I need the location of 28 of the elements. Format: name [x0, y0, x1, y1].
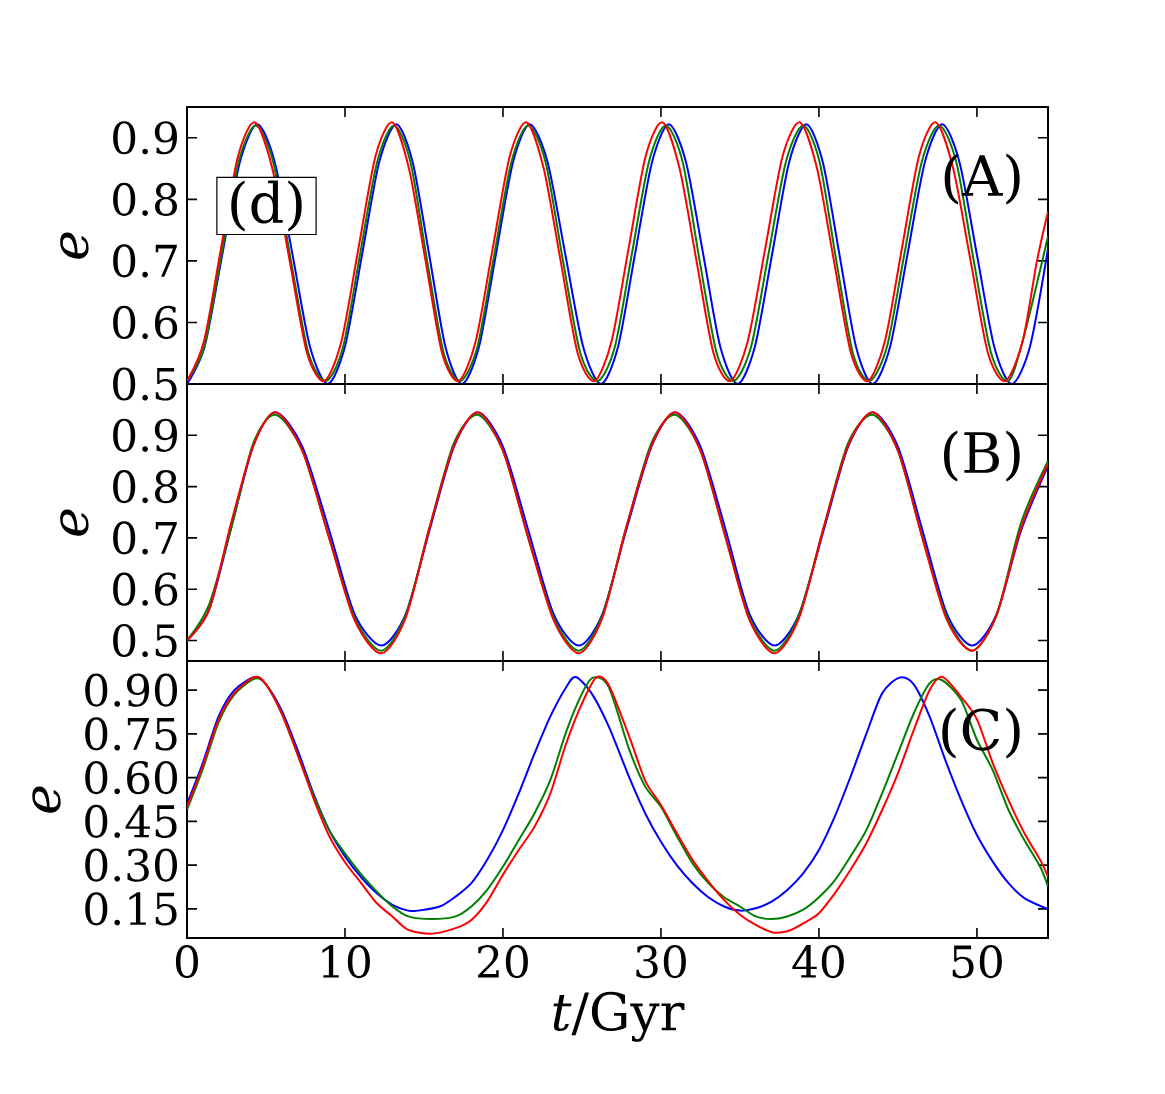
y-axis-title: e — [60, 232, 89, 259]
y-tick-label: 0.15 — [85, 892, 177, 926]
y-tick-label: 0.5 — [113, 367, 177, 401]
y-tick-label: 0.8 — [113, 470, 177, 504]
y-tick-label: 0.9 — [113, 121, 177, 155]
annotation: (B) — [943, 430, 1020, 482]
y-axis-title: e — [60, 509, 89, 536]
x-axis-title: t/Gyr — [553, 991, 685, 1042]
y-tick-label: 0.7 — [113, 244, 177, 278]
y-tick-label: 0.45 — [85, 804, 177, 838]
y-tick-label: 0.8 — [113, 182, 177, 216]
y-tick-label: 0.30 — [85, 848, 178, 882]
y-tick-label: 0.7 — [113, 521, 177, 555]
x-tick-label: 0 — [175, 945, 199, 979]
y-tick-label: 0.5 — [113, 623, 177, 658]
y-axis-title: e — [32, 786, 61, 813]
y-tick-label: 0.90 — [85, 673, 178, 707]
x-tick-label: 30 — [636, 945, 686, 979]
x-tick-label: 20 — [478, 945, 528, 979]
y-tick-label: 0.75 — [85, 717, 177, 751]
y-tick-label: 0.9 — [113, 418, 177, 452]
y-tick-label: 0.6 — [113, 305, 178, 340]
y-tick-label: 0.60 — [85, 761, 178, 795]
y-tick-label: 0.6 — [113, 572, 178, 606]
x-tick-label: 10 — [322, 945, 370, 979]
x-tick-label: 50 — [952, 945, 1002, 979]
annotation: (d) — [231, 180, 302, 232]
x-tick-label: 40 — [792, 945, 844, 979]
